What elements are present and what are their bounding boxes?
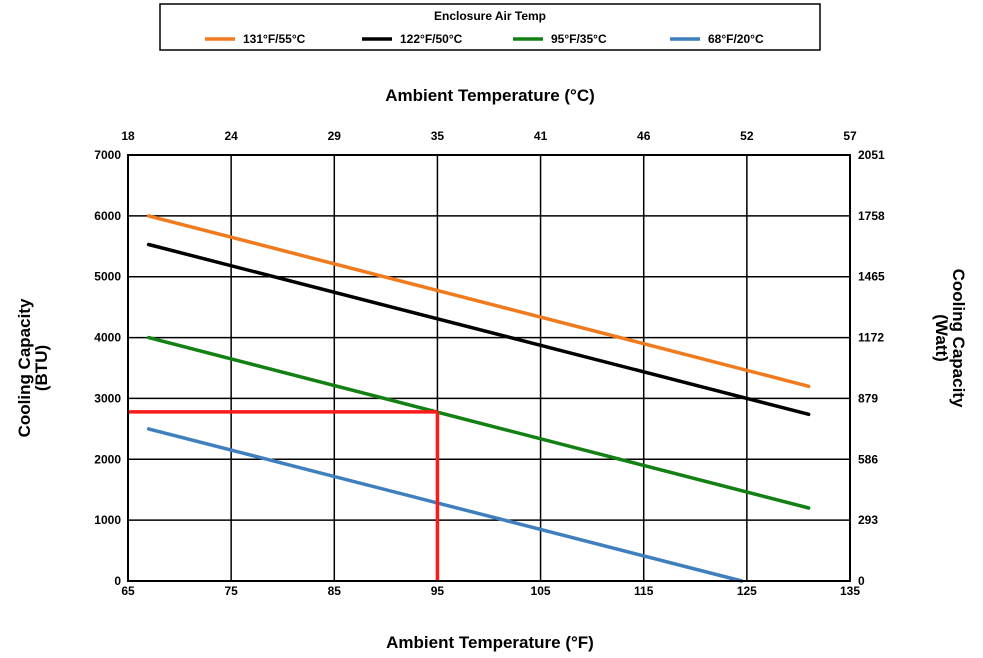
- x-bottom-tick-label: 95: [431, 584, 445, 598]
- series-line: [146, 214, 811, 389]
- x-top-tick-label: 46: [637, 129, 651, 143]
- x-bottom-tick-label: 135: [840, 584, 860, 598]
- legend-box: [159, 3, 821, 51]
- legend-entry: 68°F/20°C: [708, 32, 764, 46]
- y-right-tick-label: 0: [858, 574, 865, 588]
- legend: Enclosure Air Temp 131°F/55°C 122°F/50°C 9…: [159, 3, 821, 51]
- y-right-title-line1: Cooling Capacity: [949, 269, 968, 408]
- x-top-tick-label: 24: [224, 129, 238, 143]
- y-right-tick-label: 1465: [858, 270, 885, 284]
- series-line: [146, 427, 744, 583]
- y-right-tick-label: 1172: [858, 331, 884, 345]
- y-left-tick-label: 0: [114, 574, 121, 588]
- y-left-tick-label: 6000: [94, 209, 121, 223]
- y-left-tick-label: 5000: [94, 270, 121, 284]
- y-right-tick-label: 1758: [858, 209, 885, 223]
- y-right-tick-label: 586: [858, 452, 878, 466]
- y-left-tick-label: 7000: [94, 148, 121, 162]
- y-left-tick-label: 3000: [94, 391, 121, 405]
- legend-items: 131°F/55°C 122°F/50°C 95°F/35°C 68°F/20°C: [205, 32, 764, 46]
- x-bottom-tick-label: 125: [737, 584, 757, 598]
- tick-labels: 65 18 75 24 85 29 95 35 105 41 115 46 125 52 135 57 0 0 10…: [94, 129, 885, 598]
- x-bottom-tick-label: 85: [328, 584, 342, 598]
- x-top-tick-label: 18: [121, 129, 135, 143]
- legend-entry: 122°F/50°C: [400, 32, 463, 46]
- series-line: [146, 242, 811, 417]
- legend-title: Enclosure Air Temp: [434, 9, 546, 23]
- y-left-tick-label: 1000: [94, 513, 121, 527]
- x-top-axis-title: Ambient Temperature (°C): [385, 86, 595, 105]
- grid: [128, 155, 850, 581]
- legend-entry: 95°F/35°C: [551, 32, 607, 46]
- highlight-lines: [128, 410, 440, 581]
- y-right-tick-label: 879: [858, 391, 878, 405]
- y-left-axis-title: Cooling Capacity (BTU): [15, 298, 51, 437]
- series-lines: [146, 214, 811, 583]
- x-top-tick-label: 29: [328, 129, 342, 143]
- series-line: [146, 335, 811, 510]
- y-right-tick-label: 2051: [858, 148, 885, 162]
- x-top-tick-label: 35: [431, 129, 445, 143]
- y-right-title-line2: (Watt): [932, 314, 951, 362]
- y-right-axis-title: Cooling Capacity (Watt): [932, 269, 968, 408]
- legend-entry: 131°F/55°C: [243, 32, 306, 46]
- y-left-title-line2: (BTU): [32, 345, 51, 391]
- x-bottom-tick-label: 105: [531, 584, 551, 598]
- x-bottom-axis-title: Ambient Temperature (°F): [386, 633, 594, 652]
- x-bottom-tick-label: 75: [224, 584, 238, 598]
- y-left-tick-label: 2000: [94, 452, 121, 466]
- y-right-tick-label: 293: [858, 513, 878, 527]
- plot-frame: [127, 154, 851, 582]
- x-bottom-tick-label: 65: [121, 584, 135, 598]
- x-bottom-tick-label: 115: [634, 584, 654, 598]
- y-left-tick-label: 4000: [94, 331, 121, 345]
- x-top-tick-label: 41: [534, 129, 548, 143]
- y-left-title-line1: Cooling Capacity: [15, 298, 34, 437]
- x-top-tick-label: 52: [740, 129, 754, 143]
- x-top-tick-label: 57: [843, 129, 857, 143]
